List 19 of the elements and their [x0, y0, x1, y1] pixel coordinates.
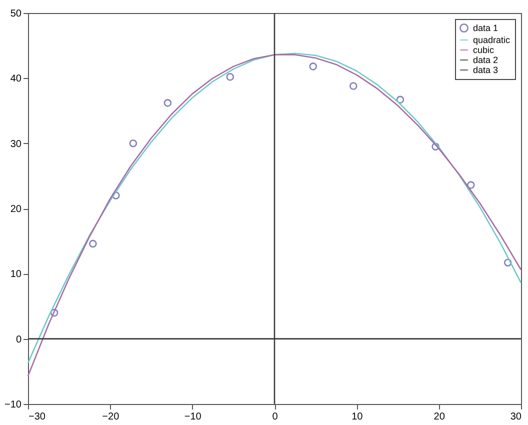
y-tick-label: 30	[10, 138, 22, 150]
x-tick-label: −30	[28, 412, 46, 422]
x-tick-label: 20	[434, 412, 446, 422]
legend-label: data 2	[473, 55, 498, 65]
y-tick-label: 0	[16, 334, 22, 346]
y-tick-label: 40	[10, 74, 22, 85]
y-tick-label: 20	[10, 204, 22, 215]
y-tick-label: −10	[4, 400, 22, 410]
legend-label: data 1	[473, 23, 498, 33]
x-tick-label: 10	[352, 412, 364, 422]
x-tick-label: 0	[272, 412, 278, 422]
legend-label: quadratic	[473, 35, 511, 45]
x-tick-label: −10	[184, 412, 202, 422]
x-tick-label: −20	[102, 412, 120, 422]
legend-label: cubic	[473, 45, 495, 55]
y-tick-label: 10	[10, 269, 22, 280]
legend-label: data 3	[473, 65, 498, 75]
x-tick-label: 30	[510, 412, 522, 422]
y-tick-label: 50	[10, 8, 22, 20]
